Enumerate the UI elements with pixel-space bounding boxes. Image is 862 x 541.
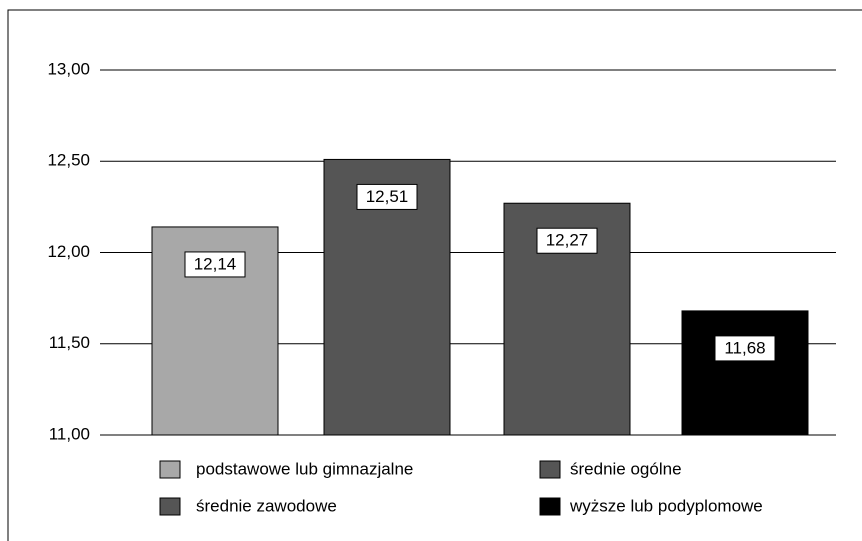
value-label: 12,14 <box>194 254 237 273</box>
value-label-box <box>356 183 418 210</box>
value-label: 12,27 <box>546 231 589 250</box>
legend-swatch <box>159 497 181 516</box>
legend-label: wyższe lub podyplomowe <box>569 496 763 515</box>
value-label: 12,51 <box>366 187 409 206</box>
value-label-box <box>714 335 776 362</box>
legend-swatch <box>539 460 561 479</box>
bar <box>681 310 809 436</box>
value-label-box <box>184 251 246 278</box>
y-tick-label: 11,50 <box>49 333 90 352</box>
legend-swatch <box>539 497 561 516</box>
y-tick-label: 11,00 <box>49 424 90 443</box>
frame <box>7 9 862 541</box>
legend-label: podstawowe lub gimnazjalne <box>196 459 413 478</box>
y-tick-label: 12,50 <box>47 151 90 170</box>
legend-swatch <box>159 460 181 479</box>
value-label-box <box>536 227 598 254</box>
value-label: 11,68 <box>724 338 765 357</box>
legend-label: średnie ogólne <box>570 459 682 478</box>
legend-label: średnie zawodowe <box>196 496 337 515</box>
y-tick-label: 13,00 <box>47 59 90 78</box>
y-tick-label: 12,00 <box>47 242 90 261</box>
